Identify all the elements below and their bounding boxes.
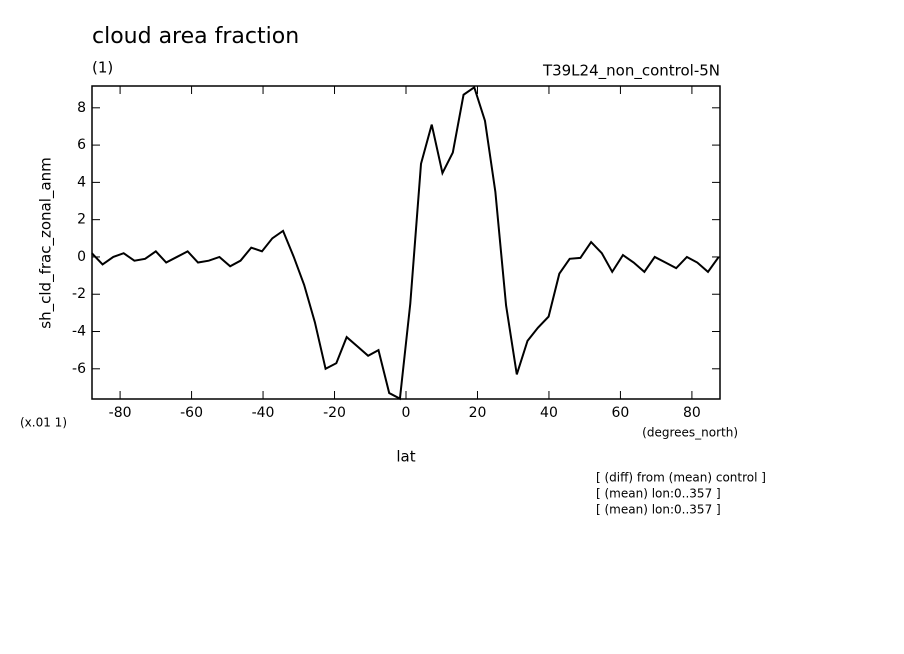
x-tick-label: 0	[402, 405, 411, 421]
x-tick-label: -80	[109, 405, 132, 421]
y-tick-label: 4	[77, 174, 86, 190]
subtitle-right: T39L24_non_control-5N	[542, 62, 720, 81]
x-tick-label: 20	[469, 405, 487, 421]
y-tick-label: 8	[77, 100, 86, 116]
data-line	[91, 85, 720, 401]
note: [ (mean) lon:0..357 ]	[596, 487, 721, 501]
y-tick-label: -2	[72, 286, 86, 302]
x-tick-label: 60	[612, 405, 630, 421]
x-tick-label: 40	[540, 405, 558, 421]
subtitle-left: (1)	[92, 59, 113, 77]
note: [ (mean) lon:0..357 ]	[596, 503, 721, 517]
y-scale-label: (x.01 1)	[20, 416, 67, 430]
x-tick-label: -20	[323, 405, 346, 421]
y-tick-label: 2	[77, 212, 86, 228]
x-tick-label: -60	[180, 405, 203, 421]
x-tick-label: 80	[683, 405, 701, 421]
y-tick-label: -6	[72, 361, 86, 377]
y-tick-label: 6	[77, 137, 86, 153]
note: [ (diff) from (mean) control ]	[596, 471, 766, 485]
y-tick-label: -4	[72, 324, 86, 340]
x-units: (degrees_north)	[642, 426, 738, 440]
y-axis-label: sh_cld_frac_zonal_anm	[37, 157, 56, 328]
x-tick-label: -40	[252, 405, 275, 421]
x-axis-label: lat	[396, 448, 415, 466]
chart-title: cloud area fraction	[92, 24, 299, 49]
y-tick-label: 0	[77, 249, 86, 265]
